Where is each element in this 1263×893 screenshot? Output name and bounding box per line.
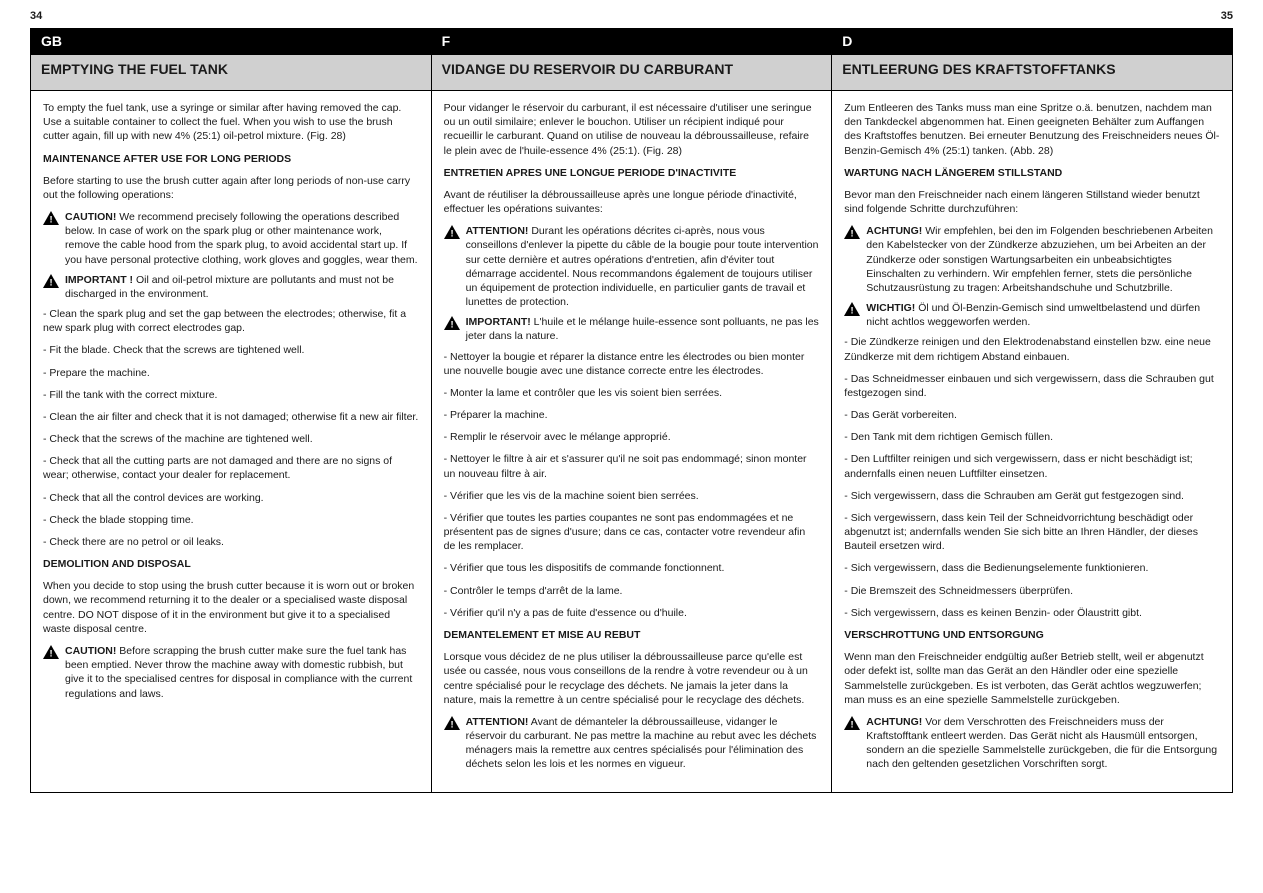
step-d: - Den Tank mit dem richtigen Gemisch fül… <box>844 430 1220 444</box>
warning-scrap-d: ! ACHTUNG! Vor dem Verschrotten des Frei… <box>844 715 1220 772</box>
warning-text: ATTENTION! Avant de démanteler la débrou… <box>466 715 820 772</box>
lang-d: D <box>832 29 1233 55</box>
warning-text: WICHTIG! Öl und Öl-Benzin-Gemisch sind u… <box>866 301 1220 329</box>
body-row: To empty the fuel tank, use a syringe or… <box>31 91 1233 793</box>
warning-icon: ! <box>844 302 860 316</box>
step-d: - Das Gerät vorbereiten. <box>844 408 1220 422</box>
step-gb: - Fill the tank with the correct mixture… <box>43 388 419 402</box>
warning-icon: ! <box>444 716 460 730</box>
step-f: - Contrôler le temps d'arrêt de la lame. <box>444 584 820 598</box>
warning-icon: ! <box>43 274 59 288</box>
warning-icon: ! <box>444 225 460 239</box>
step-gb: - Clean the spark plug and set the gap b… <box>43 307 419 335</box>
lang-header-row: GB F D <box>31 29 1233 55</box>
step-f: - Vérifier que les vis de la machine soi… <box>444 489 820 503</box>
step-gb: - Check there are no petrol or oil leaks… <box>43 535 419 549</box>
step-d: - Die Bremszeit des Schneidmessers überp… <box>844 584 1220 598</box>
section-title-d: ENTLEERUNG DES KRAFTSTOFFTANKS <box>832 55 1233 91</box>
section-title-f: VIDANGE DU RESERVOIR DU CARBURANT <box>431 55 832 91</box>
step-f: - Nettoyer le filtre à air et s'assurer … <box>444 452 820 480</box>
warning-text: IMPORTANT ! Oil and oil-petrol mixture a… <box>65 273 419 301</box>
step-gb: - Prepare the machine. <box>43 366 419 380</box>
warning-important-f: ! IMPORTANT! L'huile et le mélange huile… <box>444 315 820 343</box>
section-title-gb: EMPTYING THE FUEL TANK <box>31 55 432 91</box>
step-f: - Nettoyer la bougie et réparer la dista… <box>444 350 820 378</box>
scrap-title-gb: DEMOLITION AND DISPOSAL <box>43 557 419 571</box>
warning-scrap-gb: ! CAUTION! Before scrapping the brush cu… <box>43 644 419 701</box>
step-f: - Vérifier que tous les dispositifs de c… <box>444 561 820 575</box>
maint-title-gb: MAINTENANCE AFTER USE FOR LONG PERIODS <box>43 152 419 166</box>
maint-body-gb: Before starting to use the brush cutter … <box>43 174 419 202</box>
warning-text: CAUTION! Before scrapping the brush cutt… <box>65 644 419 701</box>
warning-text: IMPORTANT! L'huile et le mélange huile-e… <box>466 315 820 343</box>
scrap-title-f: DEMANTELEMENT ET MISE AU REBUT <box>444 628 820 642</box>
svg-text:!: ! <box>49 277 52 287</box>
warning-text: ACHTUNG! Vor dem Verschrotten des Freisc… <box>866 715 1220 772</box>
step-f: - Vérifier qu'il n'y a pas de fuite d'es… <box>444 606 820 620</box>
step-d: - Das Schneidmesser einbauen und sich ve… <box>844 372 1220 400</box>
warning-icon: ! <box>844 716 860 730</box>
warning-caution-gb: ! CAUTION! We recommend precisely follow… <box>43 210 419 267</box>
warning-text: CAUTION! We recommend precisely followin… <box>65 210 419 267</box>
warning-important-gb: ! IMPORTANT ! Oil and oil-petrol mixture… <box>43 273 419 301</box>
step-d: - Den Luftfilter reinigen und sich verge… <box>844 452 1220 480</box>
warning-icon: ! <box>444 316 460 330</box>
step-d: - Sich vergewissern, dass kein Teil der … <box>844 511 1220 554</box>
warning-important-d: ! WICHTIG! Öl und Öl-Benzin-Gemisch sind… <box>844 301 1220 329</box>
step-d: - Sich vergewissern, dass es keinen Benz… <box>844 606 1220 620</box>
page-number-left: 34 <box>30 10 42 22</box>
svg-text:!: ! <box>450 719 453 729</box>
lang-gb: GB <box>31 29 432 55</box>
step-d: - Sich vergewissern, dass die Schrauben … <box>844 489 1220 503</box>
body-col-d: Zum Entleeren des Tanks muss man eine Sp… <box>832 91 1233 793</box>
warning-icon: ! <box>43 211 59 225</box>
warning-scrap-f: ! ATTENTION! Avant de démanteler la débr… <box>444 715 820 772</box>
step-d: - Sich vergewissern, dass die Bedienungs… <box>844 561 1220 575</box>
scrap-body-gb: When you decide to stop using the brush … <box>43 579 419 636</box>
maint-title-d: WARTUNG NACH LÄNGEREM STILLSTAND <box>844 166 1220 180</box>
step-gb: - Check that the screws of the machine a… <box>43 432 419 446</box>
step-f: - Monter la lame et contrôler que les vi… <box>444 386 820 400</box>
svg-text:!: ! <box>851 305 854 315</box>
manual-table: GB F D EMPTYING THE FUEL TANK VIDANGE DU… <box>30 28 1233 793</box>
section-title-row: EMPTYING THE FUEL TANK VIDANGE DU RESERV… <box>31 55 1233 91</box>
svg-text:!: ! <box>450 320 453 330</box>
page-number-right: 35 <box>1221 10 1233 22</box>
step-gb: - Check the blade stopping time. <box>43 513 419 527</box>
svg-text:!: ! <box>851 719 854 729</box>
intro-f: Pour vidanger le réservoir du carburant,… <box>444 101 820 158</box>
step-f: - Vérifier que toutes les parties coupan… <box>444 511 820 554</box>
step-d: - Die Zündkerze reinigen und den Elektro… <box>844 335 1220 363</box>
maint-body-f: Avant de réutiliser la débroussailleuse … <box>444 188 820 216</box>
step-gb: - Clean the air filter and check that it… <box>43 410 419 424</box>
body-col-gb: To empty the fuel tank, use a syringe or… <box>31 91 432 793</box>
step-f: - Remplir le réservoir avec le mélange a… <box>444 430 820 444</box>
warning-text: ATTENTION! Durant les opérations décrite… <box>466 224 820 309</box>
step-gb: - Check that all the control devices are… <box>43 491 419 505</box>
scrap-title-d: VERSCHROTTUNG UND ENTSORGUNG <box>844 628 1220 642</box>
warning-caution-d: ! ACHTUNG! Wir empfehlen, bei den im Fol… <box>844 224 1220 295</box>
svg-text:!: ! <box>49 648 52 658</box>
maint-title-f: ENTRETIEN APRES UNE LONGUE PERIODE D'INA… <box>444 166 820 180</box>
intro-d: Zum Entleeren des Tanks muss man eine Sp… <box>844 101 1220 158</box>
warning-text: ACHTUNG! Wir empfehlen, bei den im Folge… <box>866 224 1220 295</box>
warning-icon: ! <box>43 645 59 659</box>
step-gb: - Fit the blade. Check that the screws a… <box>43 343 419 357</box>
maint-body-d: Bevor man den Freischneider nach einem l… <box>844 188 1220 216</box>
svg-text:!: ! <box>851 229 854 239</box>
warning-caution-f: ! ATTENTION! Durant les opérations décri… <box>444 224 820 309</box>
step-f: - Préparer la machine. <box>444 408 820 422</box>
step-gb: - Check that all the cutting parts are n… <box>43 454 419 482</box>
lang-f: F <box>431 29 832 55</box>
svg-text:!: ! <box>49 214 52 224</box>
scrap-body-d: Wenn man den Freischneider endgültig auß… <box>844 650 1220 707</box>
warning-icon: ! <box>844 225 860 239</box>
intro-gb: To empty the fuel tank, use a syringe or… <box>43 101 419 144</box>
scrap-body-f: Lorsque vous décidez de ne plus utiliser… <box>444 650 820 707</box>
svg-text:!: ! <box>450 229 453 239</box>
body-col-f: Pour vidanger le réservoir du carburant,… <box>431 91 832 793</box>
